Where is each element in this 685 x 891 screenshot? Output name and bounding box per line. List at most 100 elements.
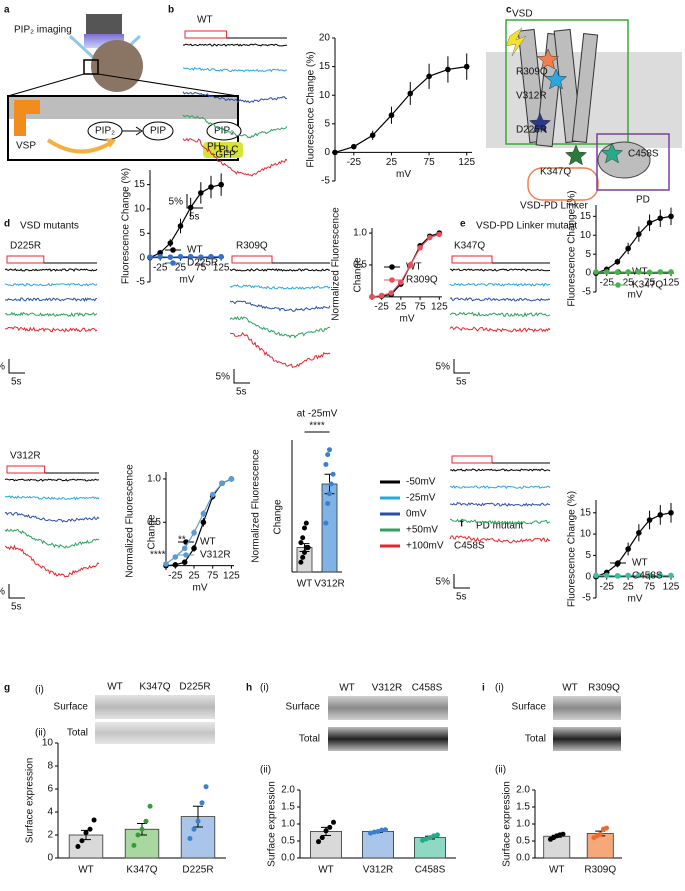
data-point [199,800,205,806]
x-tick-label: 75 [424,157,436,168]
series-line [334,66,467,153]
data-point [139,826,145,832]
panel-letter: e [460,219,466,230]
trace [449,326,551,333]
data-point [398,279,404,285]
data-point [328,481,334,487]
y-tick-label: 20 [319,33,331,44]
blot-row-label: Surface [512,702,547,713]
axis-title: Normalized Fluorescence [251,449,262,563]
data-point [378,292,385,299]
y-tick-label: -5 [321,176,330,187]
y-tick-label: 1.5 [281,802,295,813]
mutation-label: K347Q [540,167,571,178]
data-point [191,529,197,536]
data-point [636,572,642,579]
data-point [625,572,631,579]
data-point [208,184,214,190]
scale-label: 5% [216,372,231,383]
blot-row-label: Surface [54,702,89,713]
scale-bar [233,369,250,384]
axis-title: mV [400,313,415,324]
bar [321,483,338,573]
panel-letter: d [4,219,10,230]
trace [229,284,331,290]
data-point [167,240,174,246]
mutation-star [600,142,624,164]
data-point [323,461,329,467]
lane-label: C458S [412,683,443,694]
data-point [369,132,376,139]
axis-title: Change [273,499,284,534]
axis-title: Fluorescence Change (%) [567,491,578,607]
data-point [330,819,336,825]
x-tick-label: C458S [415,865,446,876]
y-tick-label: 0 [139,252,145,263]
data-point [436,231,443,238]
lane-label: K347Q [139,682,170,693]
y-tick-label: 8 [47,761,53,772]
legend-label: 0mV [406,509,427,520]
y-tick-label: 15 [319,61,331,72]
axis-title: Normalized Fluorescence [331,207,342,321]
trace [449,518,551,526]
series-line [149,184,222,259]
axis-title: Fluorescence Change (%) [567,190,578,306]
data-point [187,835,193,841]
diagram-label: PLC [219,145,238,156]
data-point [657,572,664,579]
x-tick-label: -25 [153,262,168,273]
data-point [157,253,163,260]
data-point [143,818,149,824]
blot-row-label: Total [299,734,320,745]
stimulus [6,465,46,474]
data-point [131,842,137,848]
data-point [636,231,642,237]
x-tick-label: 25 [623,581,635,592]
data-point [668,509,674,516]
trace [229,331,331,369]
y-tick-label: 6 [47,784,53,795]
diagram-label: -GFP [212,150,236,161]
data-point [198,254,204,260]
x-tick-label: K347Q [126,865,157,876]
y-tick-label: 0.5 [147,517,161,528]
trace [4,311,98,317]
scale-label: 5s [11,377,22,388]
trace [449,297,551,302]
x-tick-label: WT [318,865,334,876]
data-point [167,254,174,260]
data-point [218,181,224,188]
data-point [593,572,599,579]
x-tick-label: 125 [663,581,680,592]
y-tick-label: 10 [580,529,592,540]
y-tick-label: 1.0 [516,819,530,830]
lane-label: WT [562,683,578,694]
trace [449,468,551,472]
x-tick-label: R309Q [584,865,616,876]
scale-label: 5s [11,602,22,613]
legend-marker [183,552,189,558]
data-point [369,294,375,300]
data-point [657,512,664,518]
data-point [668,213,674,220]
mutation-label: D225R [516,125,547,136]
data-point [646,269,653,276]
x-tick-label: WT [78,865,94,876]
data-point [300,554,306,560]
y-tick-label: 15 [134,179,146,190]
data-point [657,269,664,275]
data-point [181,559,188,565]
stimulus [231,255,273,264]
panel-letter: a [4,5,10,16]
axis-title: mV [396,169,411,180]
data-point [219,480,225,487]
y-tick-label: 10 [134,204,146,215]
x-tick-label: -25 [599,581,614,592]
data-point [305,545,311,551]
data-point [388,290,395,296]
data-point [163,561,169,567]
trace [182,91,288,104]
trace-label: D225R [10,241,41,252]
